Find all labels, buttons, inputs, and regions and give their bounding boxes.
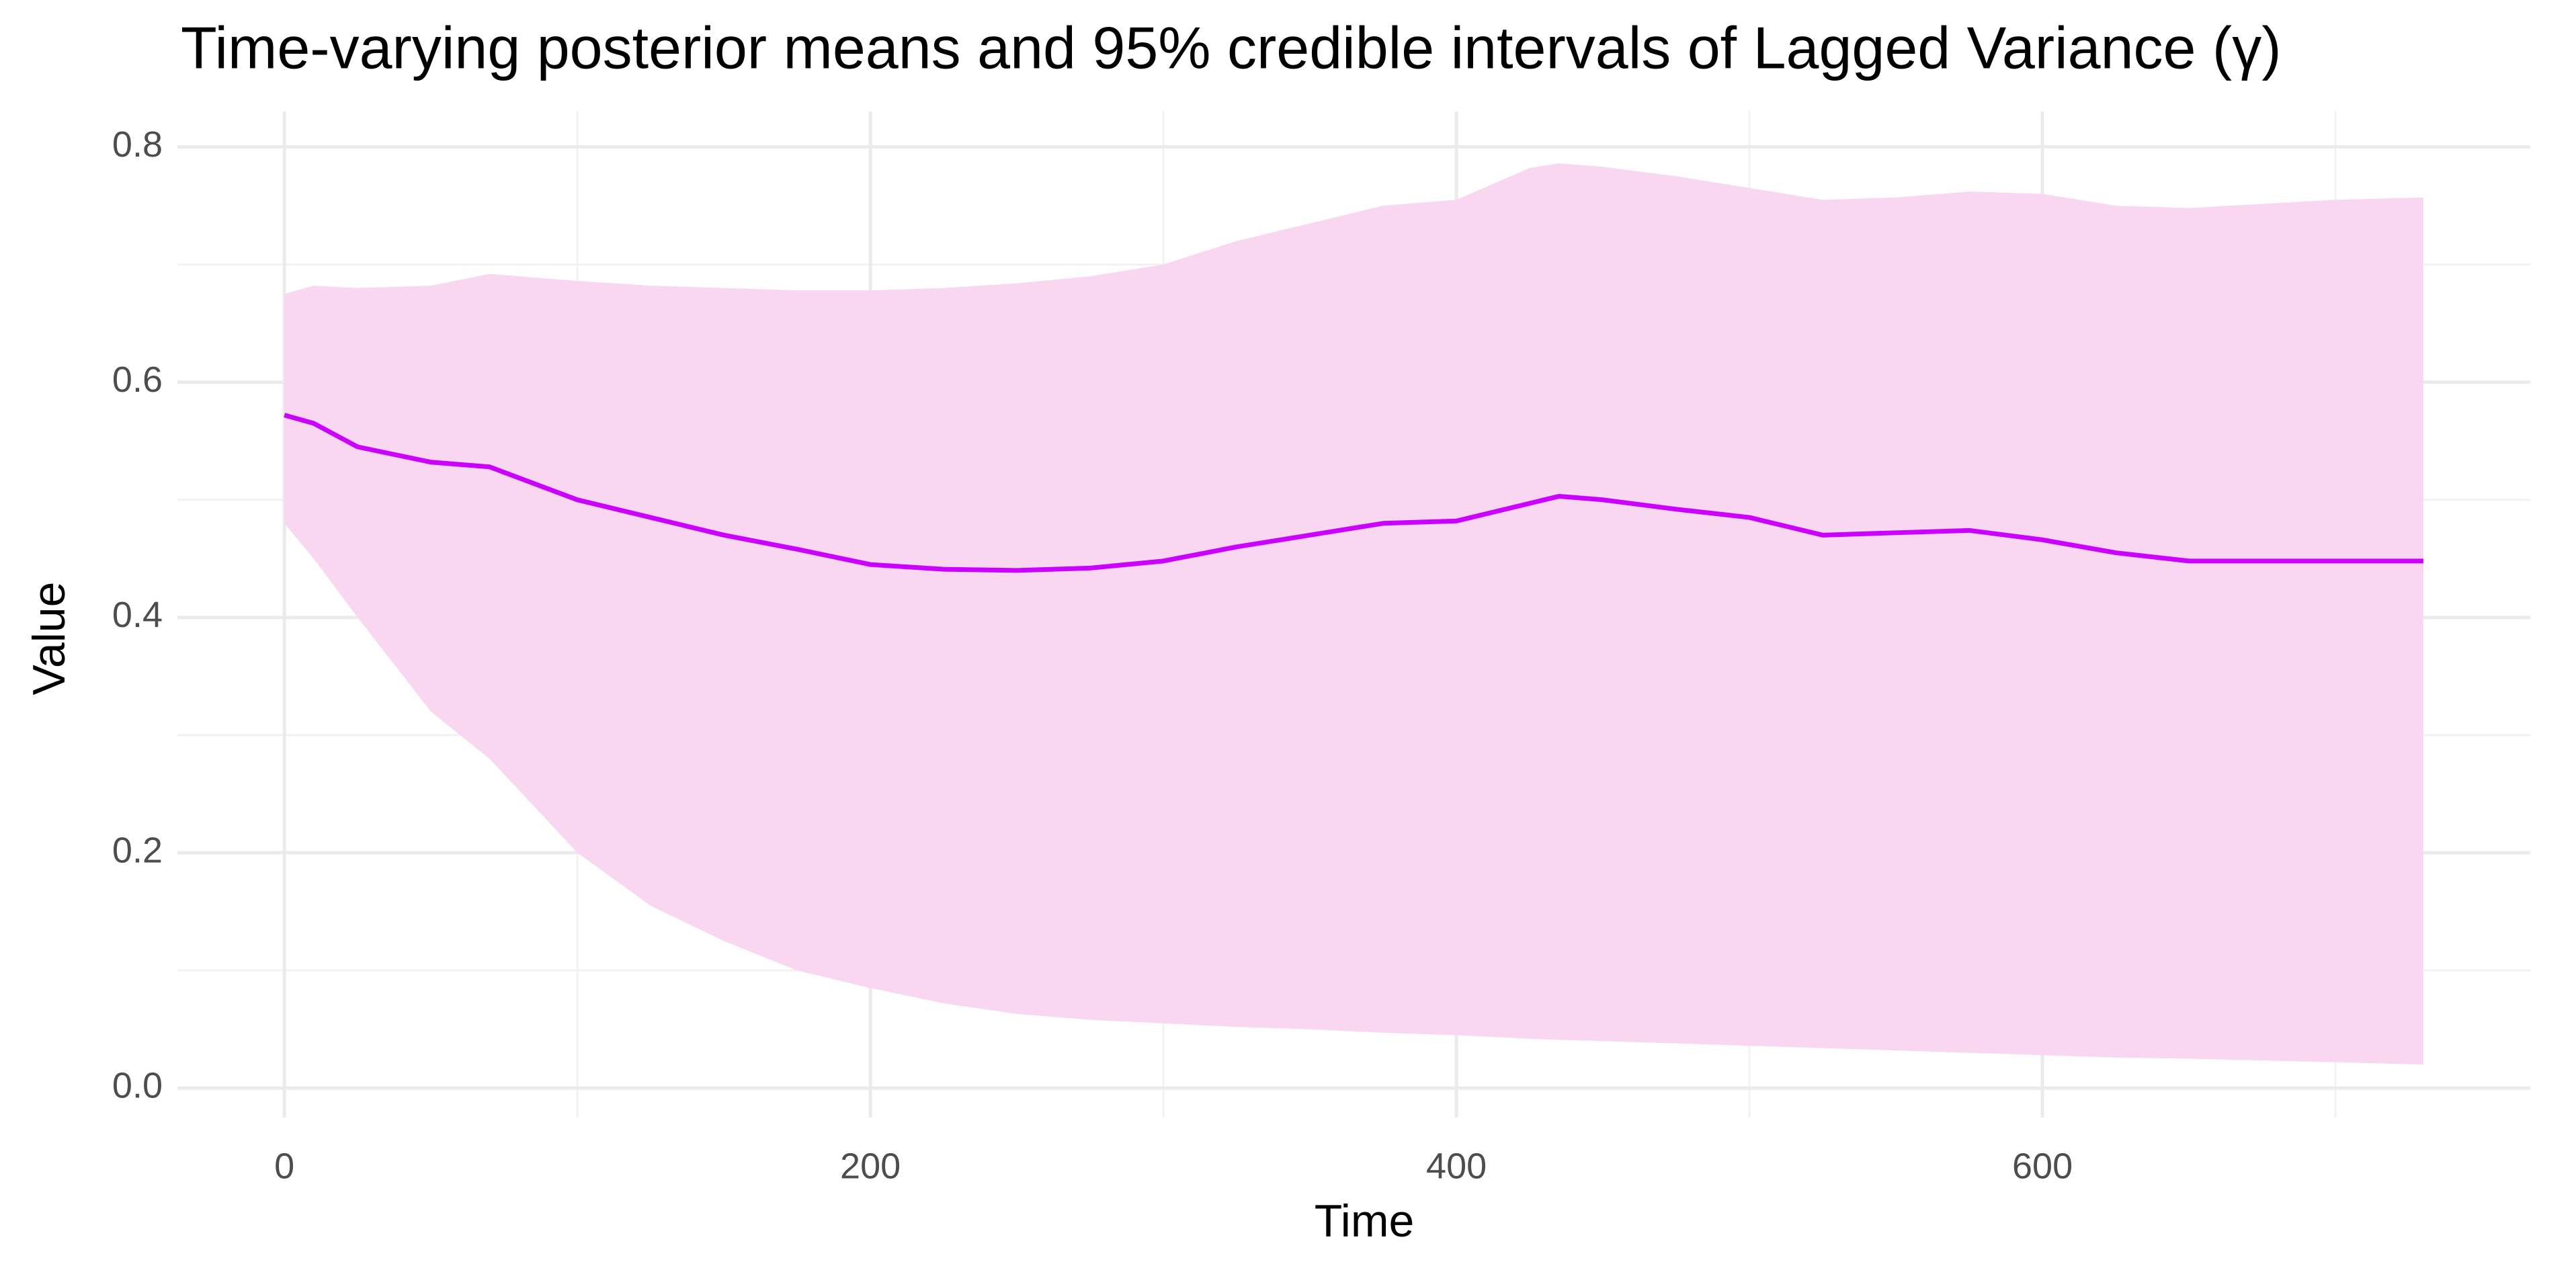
y-tick-label: 0.0 — [112, 1065, 163, 1105]
x-axis-title: Time — [1315, 1195, 1415, 1247]
x-tick-label: 400 — [1426, 1146, 1487, 1186]
x-tick-label: 600 — [2012, 1146, 2073, 1186]
y-tick-label: 0.8 — [112, 124, 163, 165]
y-tick-label: 0.2 — [112, 830, 163, 870]
y-tick-label: 0.6 — [112, 360, 163, 400]
y-tick-label: 0.4 — [112, 595, 163, 635]
x-tick-label: 0 — [274, 1146, 294, 1186]
y-axis-title: Value — [24, 582, 75, 696]
credible-band — [284, 163, 2423, 1065]
chart-title: Time-varying posterior means and 95% cre… — [181, 14, 2282, 81]
mean-line — [284, 413, 2423, 573]
x-tick-label: 200 — [840, 1146, 901, 1186]
